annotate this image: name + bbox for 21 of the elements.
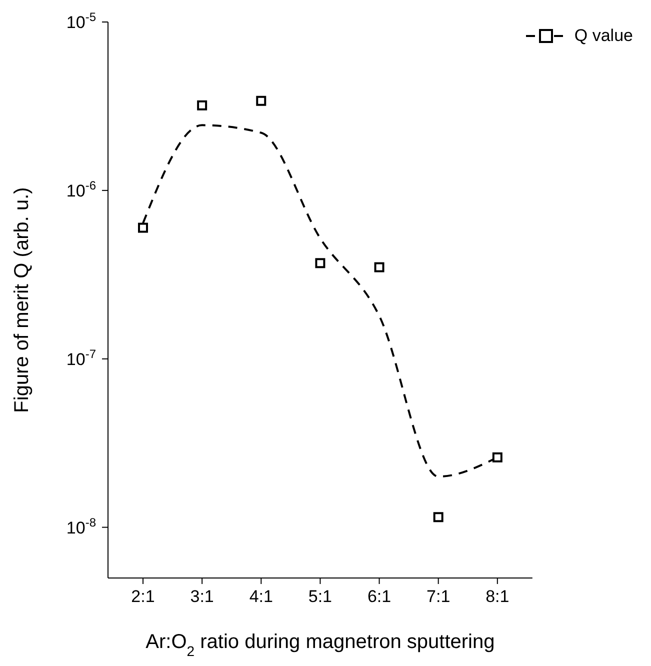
point [315,258,326,268]
y-tick-label: 10$^{-6}$ [66,178,96,200]
point [433,512,444,522]
y-tick-label: 10$^{-7}$ [66,346,96,369]
x-tick-label: 4:1 [249,587,273,606]
x-tick-label: 3:1 [190,587,214,606]
x-tick-label: 7:1 [426,587,450,606]
x-tick-label: 8:1 [486,587,510,606]
point [374,262,384,272]
x-tick-label: 6:1 [367,587,392,606]
x-tick-label: 5:1 [308,587,332,606]
x-axis-title: Ar:O$_{2}$ ratio during magnetron sputtering [146,631,495,659]
point [197,100,208,110]
x-tick-label: 2:1 [131,587,155,606]
y-axis-title: Figure of merit Q (arb. u.) [11,187,33,413]
point [256,96,266,106]
point [492,452,502,462]
y-tick-label: 10$^{-8}$ [66,515,96,538]
point [138,222,148,233]
y-tick-label: 10$^{-5}$ [66,10,96,32]
legend-label: Q value [574,26,633,46]
